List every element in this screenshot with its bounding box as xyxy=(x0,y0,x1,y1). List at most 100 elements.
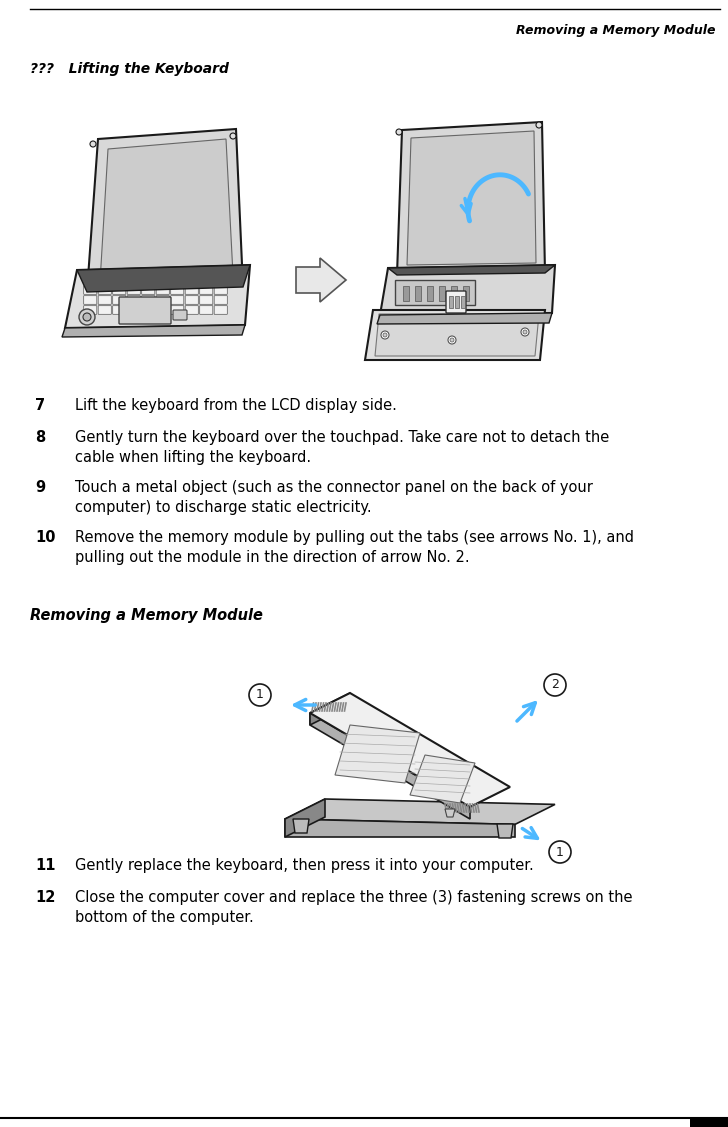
Circle shape xyxy=(549,841,571,863)
Polygon shape xyxy=(335,725,420,783)
Polygon shape xyxy=(310,713,470,819)
Circle shape xyxy=(521,328,529,336)
FancyBboxPatch shape xyxy=(449,296,453,308)
FancyBboxPatch shape xyxy=(113,305,126,314)
FancyBboxPatch shape xyxy=(113,286,126,294)
FancyBboxPatch shape xyxy=(84,305,97,314)
FancyBboxPatch shape xyxy=(113,276,126,284)
FancyBboxPatch shape xyxy=(84,295,97,304)
FancyBboxPatch shape xyxy=(170,295,183,304)
Polygon shape xyxy=(100,139,233,282)
FancyBboxPatch shape xyxy=(427,286,433,301)
Circle shape xyxy=(90,141,96,147)
FancyBboxPatch shape xyxy=(185,286,198,294)
Text: 11: 11 xyxy=(35,858,55,873)
FancyBboxPatch shape xyxy=(127,276,141,284)
Polygon shape xyxy=(380,265,555,316)
Text: ???   Lifting the Keyboard: ??? Lifting the Keyboard xyxy=(30,62,229,76)
FancyBboxPatch shape xyxy=(157,295,170,304)
FancyBboxPatch shape xyxy=(455,296,459,308)
FancyBboxPatch shape xyxy=(199,286,213,294)
Text: 10: 10 xyxy=(35,530,55,545)
Circle shape xyxy=(536,122,542,128)
FancyBboxPatch shape xyxy=(142,286,155,294)
FancyBboxPatch shape xyxy=(451,286,457,301)
FancyBboxPatch shape xyxy=(127,305,141,314)
Circle shape xyxy=(544,674,566,696)
FancyBboxPatch shape xyxy=(185,305,198,314)
Polygon shape xyxy=(310,693,350,725)
Circle shape xyxy=(249,684,271,706)
FancyBboxPatch shape xyxy=(98,295,111,304)
Polygon shape xyxy=(375,314,539,356)
Text: Gently replace the keyboard, then press it into your computer.: Gently replace the keyboard, then press … xyxy=(75,858,534,873)
FancyBboxPatch shape xyxy=(395,279,475,305)
FancyBboxPatch shape xyxy=(199,305,213,314)
FancyBboxPatch shape xyxy=(127,295,141,304)
Text: Close the computer cover and replace the three (3) fastening screws on the
botto: Close the computer cover and replace the… xyxy=(75,890,633,925)
FancyBboxPatch shape xyxy=(463,286,469,301)
FancyBboxPatch shape xyxy=(98,286,111,294)
Text: 7: 7 xyxy=(35,398,45,412)
FancyBboxPatch shape xyxy=(199,276,213,284)
FancyBboxPatch shape xyxy=(113,295,126,304)
Polygon shape xyxy=(497,824,513,838)
Polygon shape xyxy=(293,819,309,833)
Polygon shape xyxy=(77,265,250,292)
Text: 12: 12 xyxy=(35,890,55,905)
Text: Touch a metal object (such as the connector panel on the back of your
computer) : Touch a metal object (such as the connec… xyxy=(75,480,593,515)
Text: 1: 1 xyxy=(556,845,564,859)
Text: Remove the memory module by pulling out the tabs (see arrows No. 1), and
pulling: Remove the memory module by pulling out … xyxy=(75,530,634,565)
FancyBboxPatch shape xyxy=(173,310,187,320)
FancyBboxPatch shape xyxy=(84,286,97,294)
Circle shape xyxy=(450,338,454,341)
FancyBboxPatch shape xyxy=(98,276,111,284)
FancyBboxPatch shape xyxy=(439,286,445,301)
Circle shape xyxy=(448,336,456,344)
FancyBboxPatch shape xyxy=(185,295,198,304)
Polygon shape xyxy=(87,128,243,292)
Circle shape xyxy=(539,267,545,273)
Text: 91: 91 xyxy=(700,1104,719,1118)
Polygon shape xyxy=(62,325,245,337)
FancyBboxPatch shape xyxy=(142,305,155,314)
FancyBboxPatch shape xyxy=(170,286,183,294)
FancyBboxPatch shape xyxy=(142,295,155,304)
Circle shape xyxy=(396,128,402,135)
Polygon shape xyxy=(445,809,455,817)
FancyBboxPatch shape xyxy=(214,276,227,284)
Text: 1: 1 xyxy=(256,689,264,701)
Circle shape xyxy=(523,330,527,334)
FancyBboxPatch shape xyxy=(199,295,213,304)
Circle shape xyxy=(79,309,95,325)
FancyBboxPatch shape xyxy=(461,296,465,308)
FancyBboxPatch shape xyxy=(98,305,111,314)
FancyBboxPatch shape xyxy=(214,295,227,304)
Polygon shape xyxy=(377,313,552,323)
Circle shape xyxy=(230,133,236,139)
Polygon shape xyxy=(365,310,545,360)
FancyBboxPatch shape xyxy=(214,286,227,294)
Polygon shape xyxy=(410,755,475,804)
Text: 8: 8 xyxy=(35,431,45,445)
Text: Gently turn the keyboard over the touchpad. Take care not to detach the
cable wh: Gently turn the keyboard over the touchp… xyxy=(75,431,609,464)
FancyBboxPatch shape xyxy=(84,276,97,284)
Text: Lift the keyboard from the LCD display side.: Lift the keyboard from the LCD display s… xyxy=(75,398,397,412)
Polygon shape xyxy=(285,819,515,837)
Circle shape xyxy=(236,281,242,287)
FancyBboxPatch shape xyxy=(157,305,170,314)
Polygon shape xyxy=(388,265,555,275)
Polygon shape xyxy=(397,122,545,275)
FancyBboxPatch shape xyxy=(142,276,155,284)
Text: 2: 2 xyxy=(551,678,559,692)
Circle shape xyxy=(395,270,401,276)
Polygon shape xyxy=(65,265,250,328)
FancyBboxPatch shape xyxy=(157,276,170,284)
Text: Removing a Memory Module: Removing a Memory Module xyxy=(515,24,715,37)
Circle shape xyxy=(383,332,387,337)
FancyBboxPatch shape xyxy=(403,286,409,301)
Circle shape xyxy=(381,331,389,339)
Text: 9: 9 xyxy=(35,480,45,495)
Polygon shape xyxy=(407,131,536,265)
Polygon shape xyxy=(296,258,346,302)
